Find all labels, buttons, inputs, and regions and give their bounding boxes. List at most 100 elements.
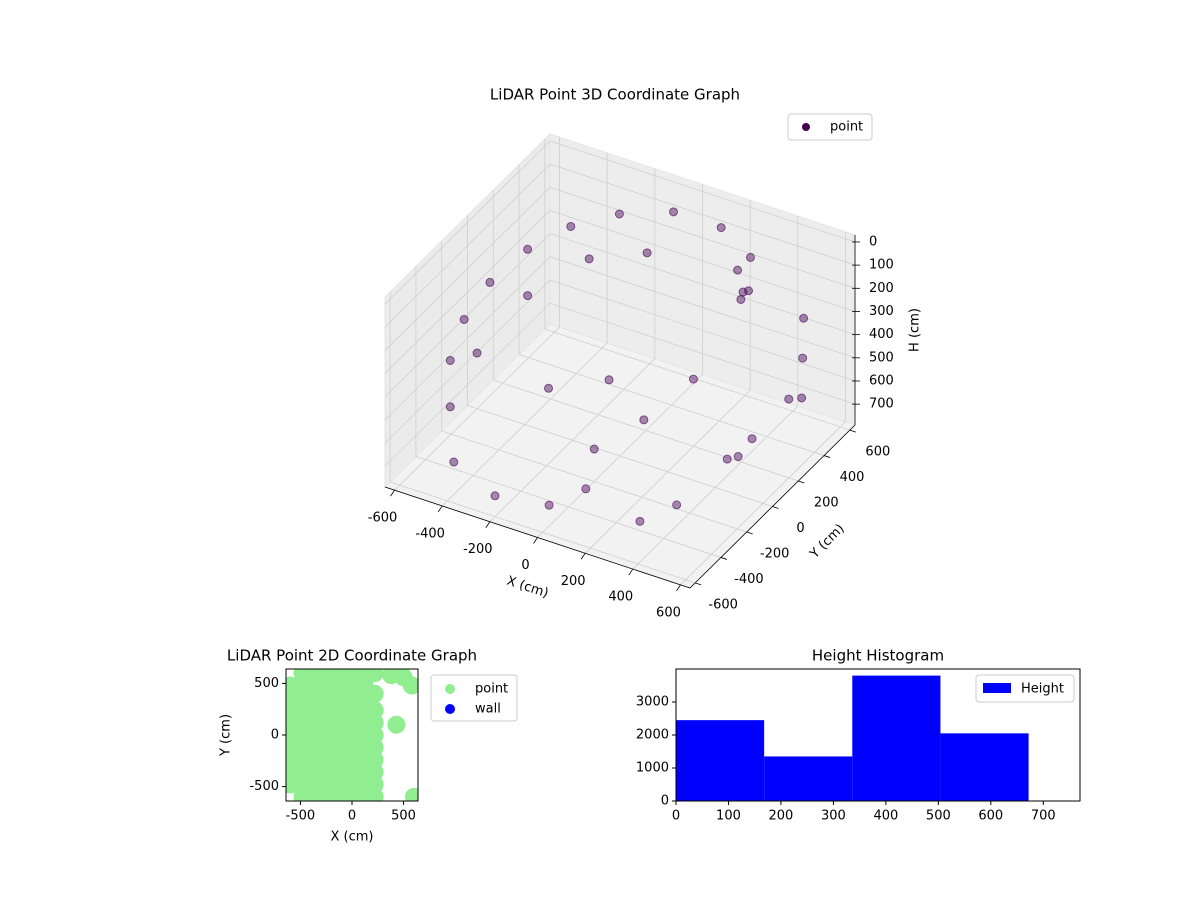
- point: [614, 209, 624, 219]
- point: [305, 775, 324, 794]
- grid-line: [493, 379, 799, 482]
- point: [330, 688, 349, 707]
- x-tick-label: 500: [391, 809, 416, 824]
- tick-mark: [676, 584, 681, 592]
- point: [293, 738, 312, 757]
- point: [365, 750, 384, 769]
- point: [604, 375, 614, 385]
- point: [733, 452, 743, 462]
- z-tick-label: 600: [869, 373, 894, 388]
- point: [293, 763, 312, 782]
- point: [293, 676, 312, 695]
- grid-line: [384, 302, 551, 467]
- z-tick-label: 200: [869, 281, 894, 296]
- z-tick-label: 400: [869, 327, 894, 342]
- tick-mark: [720, 557, 728, 560]
- z-tick-label: 700: [869, 397, 894, 412]
- point: [744, 286, 754, 296]
- bar: [676, 720, 765, 801]
- point: [589, 444, 599, 454]
- grid-line: [441, 430, 747, 533]
- grid-line: [518, 354, 825, 456]
- legend-marker: [445, 704, 455, 714]
- plot-area: [286, 669, 418, 801]
- point: [544, 383, 554, 393]
- point: [343, 713, 361, 732]
- y-tick-label: -400: [734, 572, 764, 587]
- point: [716, 223, 726, 233]
- tick-mark: [772, 506, 779, 509]
- point: [635, 516, 645, 526]
- point: [330, 775, 349, 794]
- y-axis: [689, 424, 856, 589]
- tick-mark: [628, 568, 634, 576]
- point: [343, 750, 361, 769]
- point: [293, 688, 312, 707]
- point: [523, 291, 533, 301]
- point: [343, 726, 361, 744]
- point: [318, 763, 337, 782]
- y-tick-label: -500: [249, 779, 279, 794]
- point: [305, 738, 324, 757]
- point: [387, 715, 406, 734]
- x-tick-label: -600: [368, 511, 398, 526]
- x-tick-label: 600: [656, 605, 681, 620]
- tick-mark: [533, 537, 538, 544]
- grid-line: [415, 456, 722, 558]
- grid-line: [384, 187, 551, 351]
- grid-line: [549, 186, 856, 289]
- point: [318, 688, 337, 707]
- point: [799, 313, 809, 323]
- grid-line: [467, 405, 773, 507]
- x-tick-label: 0: [348, 809, 356, 824]
- point: [445, 402, 455, 412]
- point: [318, 701, 337, 720]
- grid-line: [549, 210, 856, 312]
- grid-line: [384, 210, 551, 374]
- point: [330, 676, 349, 695]
- tick-mark: [823, 455, 831, 458]
- point: [584, 254, 594, 264]
- point: [330, 726, 349, 744]
- tick-mark: [798, 480, 805, 484]
- point: [318, 713, 337, 732]
- x-tick-label: 600: [978, 809, 1003, 824]
- point: [330, 750, 349, 769]
- y-tick-label: 2000: [636, 728, 669, 743]
- y-tick-label: 0: [271, 728, 279, 743]
- point: [330, 713, 349, 732]
- x-tick-label: 300: [821, 809, 846, 824]
- legend-label: point: [475, 682, 508, 697]
- point: [736, 294, 746, 304]
- bar: [940, 733, 1029, 801]
- point: [747, 434, 757, 444]
- point: [343, 676, 361, 695]
- z-tick-label: 500: [869, 350, 894, 365]
- tick-mark: [580, 553, 586, 560]
- y-tick-label: 200: [814, 496, 839, 511]
- grid-line: [384, 233, 551, 397]
- point: [672, 500, 682, 510]
- grid-line: [384, 279, 551, 444]
- point: [544, 500, 554, 510]
- x-axis-label: X (cm): [331, 830, 374, 845]
- point: [318, 750, 337, 769]
- point: [490, 491, 500, 501]
- point: [445, 355, 455, 365]
- y-tick-label: 400: [840, 470, 865, 485]
- point: [305, 713, 324, 732]
- z-tick-label: 0: [869, 234, 877, 249]
- point: [404, 787, 418, 801]
- y-tick-label: 1000: [636, 761, 669, 776]
- grid-line: [549, 302, 856, 405]
- grid-line: [390, 481, 696, 584]
- point: [797, 393, 807, 403]
- grid-line: [384, 256, 551, 421]
- point: [365, 713, 384, 732]
- point: [330, 738, 349, 757]
- tick-mark: [849, 429, 856, 433]
- point: [784, 394, 794, 404]
- point: [581, 484, 591, 494]
- bar: [852, 675, 941, 801]
